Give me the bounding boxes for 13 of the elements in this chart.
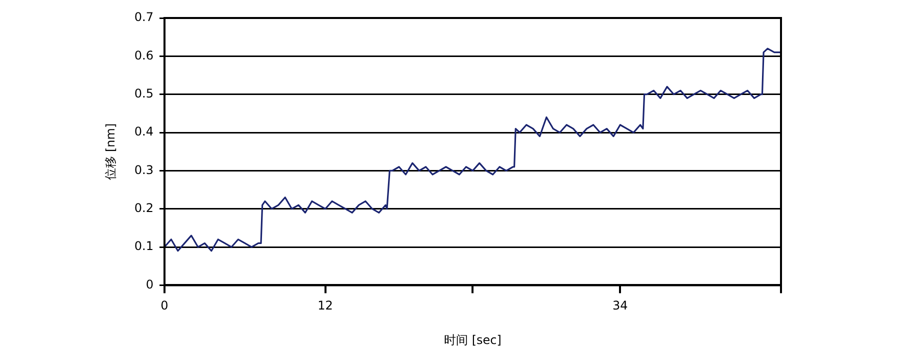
y-tick-label: 0.7 bbox=[134, 10, 154, 24]
y-axis-title: 位移 [nm] bbox=[103, 123, 118, 180]
x-tick-label: 34 bbox=[612, 298, 628, 313]
y-tick-label: 0.1 bbox=[134, 239, 154, 254]
y-tick-label: 0 bbox=[146, 277, 154, 292]
x-tick-label: 12 bbox=[318, 298, 333, 313]
y-tick-label: 0.5 bbox=[134, 86, 154, 100]
y-tick-label: 0.2 bbox=[134, 200, 154, 215]
y-tick-label: 0.4 bbox=[134, 124, 154, 139]
y-tick-label: 0.6 bbox=[134, 48, 154, 62]
x-axis-title: 时间 [sec] bbox=[444, 332, 502, 347]
y-tick-label: 0.3 bbox=[134, 162, 154, 177]
x-tick-label: 0 bbox=[160, 298, 168, 313]
